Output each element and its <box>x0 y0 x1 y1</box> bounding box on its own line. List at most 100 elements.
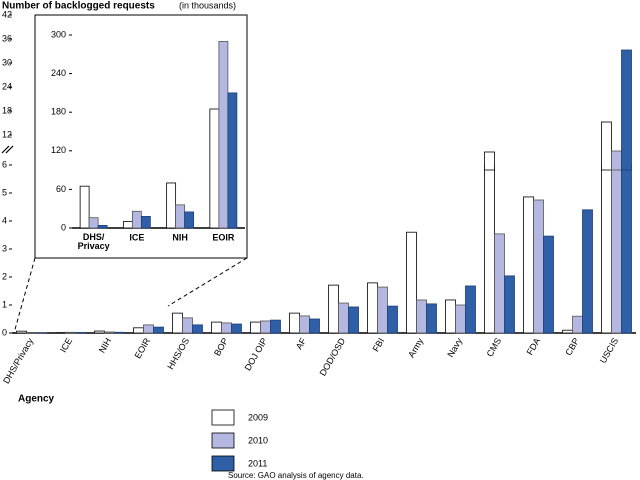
y-tick-label: 18 <box>2 105 12 115</box>
legend-label: 2010 <box>248 435 268 445</box>
bar <box>88 217 99 229</box>
x-tick-label: HHS/OS <box>165 336 191 371</box>
bar-upper <box>611 150 622 171</box>
y-tick-label: 2 <box>2 271 7 281</box>
x-tick-label: Army <box>406 336 425 360</box>
x-tick-label: CMS <box>485 336 504 358</box>
x-tick-label: FDA <box>525 336 543 357</box>
bar <box>611 164 622 334</box>
bar <box>104 331 115 334</box>
legend-swatch <box>211 455 235 472</box>
y-tick-label: 300 <box>51 29 66 39</box>
bar <box>377 286 388 334</box>
bar <box>143 324 154 334</box>
bar <box>562 329 573 334</box>
x-tick-label: BOP <box>212 336 230 357</box>
bar-upper <box>484 151 495 171</box>
bar <box>289 312 300 334</box>
y-tick-label: 24 <box>2 81 12 91</box>
bar <box>65 331 76 334</box>
y-tick-label: 36 <box>2 33 12 43</box>
y-tick-label: 12 <box>2 129 12 139</box>
bar <box>131 210 142 229</box>
bar <box>367 282 378 334</box>
x-tick-label: ICE <box>58 336 74 354</box>
y-axis-subtitle: (in thousands) <box>179 0 236 10</box>
bar <box>504 275 515 334</box>
bar <box>406 231 417 334</box>
bar <box>445 299 456 334</box>
bar <box>299 315 310 334</box>
bar <box>227 92 238 229</box>
legend-swatch <box>211 432 235 449</box>
x-tick-label: AF <box>294 336 309 351</box>
x-tick-label: USCIS <box>598 336 620 365</box>
bar <box>338 302 349 334</box>
x-tick-label: EOIR <box>212 232 235 242</box>
bar <box>94 330 105 334</box>
bar <box>484 164 495 334</box>
bar <box>166 182 177 229</box>
bar <box>79 185 90 229</box>
y-tick-label: 6 <box>2 159 7 169</box>
bar-upper <box>601 121 612 171</box>
bar <box>175 204 186 229</box>
bar <box>218 41 229 229</box>
bar <box>182 317 193 334</box>
bar <box>211 321 222 334</box>
axis-break <box>1 145 14 154</box>
bar <box>114 331 125 334</box>
bar <box>572 315 583 334</box>
x-tick-label: DHS/Privacy <box>1 336 35 386</box>
bar-upper <box>621 49 632 171</box>
y-tick-label: 5 <box>2 187 7 197</box>
bar <box>348 306 359 334</box>
legend-swatch <box>211 409 235 426</box>
bar <box>543 235 554 334</box>
x-tick-label: DOD/OSD <box>318 336 348 378</box>
zoom-line <box>167 257 248 307</box>
bar <box>601 164 612 334</box>
y-tick-label: 0 <box>2 327 7 337</box>
x-axis-title: Agency <box>18 394 55 405</box>
bar <box>582 209 593 334</box>
y-tick-label: 4 <box>2 215 7 225</box>
x-tick-label: NIH <box>97 336 113 354</box>
bar <box>533 199 544 334</box>
bar <box>250 321 261 334</box>
source: Source: GAO analysis of agency data. <box>228 471 364 480</box>
y-tick-label: 42 <box>2 9 12 19</box>
zoom-line <box>13 257 36 334</box>
bar <box>260 320 271 334</box>
bar <box>75 332 86 334</box>
bar <box>328 284 339 334</box>
y-tick-label: 30 <box>2 57 12 67</box>
bar <box>184 211 195 229</box>
y-tick-label: 120 <box>51 145 66 155</box>
bar <box>209 108 220 229</box>
bar <box>16 330 27 334</box>
x-tick-label: EOIR <box>133 336 153 360</box>
y-axis-title: Number of backlogged requests <box>2 1 155 12</box>
bar <box>97 225 108 229</box>
bar <box>192 324 203 334</box>
bar <box>221 322 232 334</box>
bar <box>494 233 505 334</box>
x-tick-label: NIH <box>172 232 188 242</box>
y-tick-label: 1 <box>2 299 7 309</box>
bar <box>523 196 534 334</box>
y-tick-label: 180 <box>51 107 66 117</box>
x-tick-label: DHS/Privacy <box>78 232 110 251</box>
x-tick-label: DOJ OIP <box>243 336 270 372</box>
bar <box>465 285 476 334</box>
bar <box>231 323 242 334</box>
y-tick-label: 3 <box>2 243 7 253</box>
bar <box>309 318 320 334</box>
bar <box>140 216 151 229</box>
y-tick-label: 0 <box>61 222 66 232</box>
bar <box>416 299 427 334</box>
bar <box>153 326 164 334</box>
x-tick-label: ICE <box>129 232 144 242</box>
legend-label: 2011 <box>248 458 267 468</box>
